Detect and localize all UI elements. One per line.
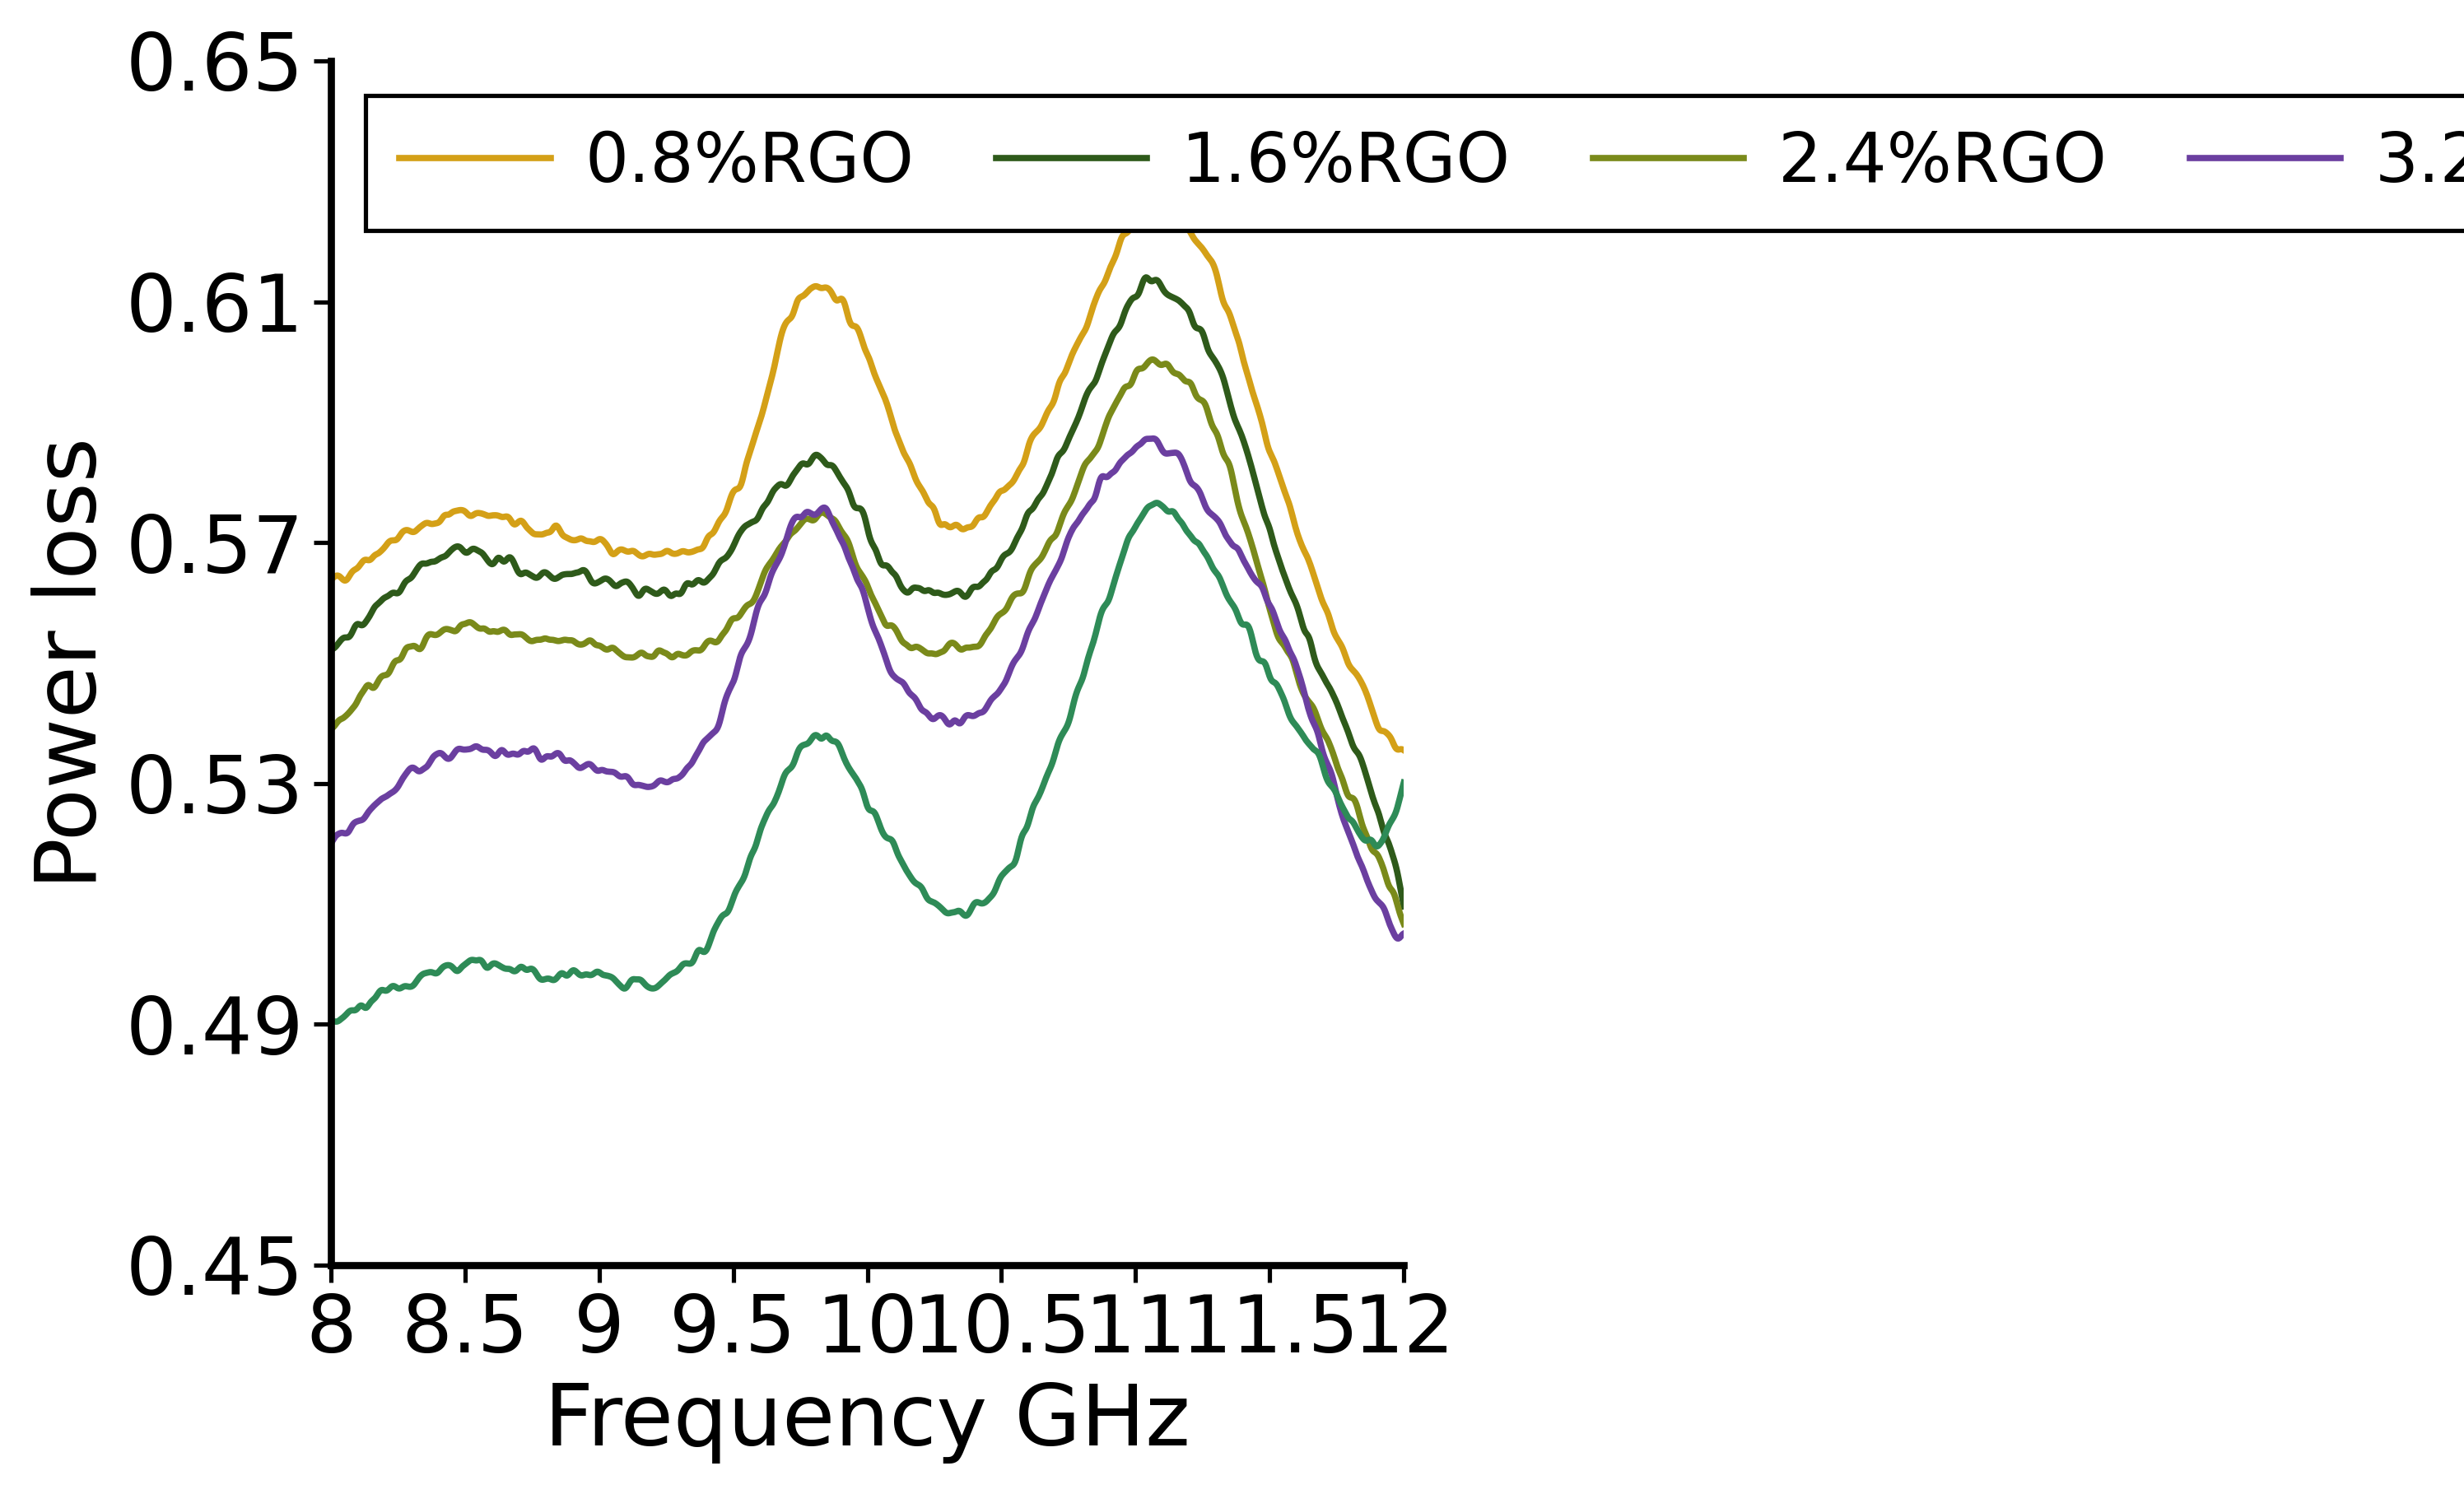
0.8%RGO: [749, 394, 779, 412]
1.6%RGO: [749, 496, 779, 514]
X-axis label: Frequency GHz: Frequency GHz: [545, 1380, 1190, 1463]
4%RGO: [1153, 502, 1183, 520]
3.2%RGO: [1138, 430, 1168, 448]
0.8%RGO: [426, 512, 456, 530]
2.4%RGO: [1138, 351, 1168, 369]
4%RGO: [426, 961, 456, 979]
4%RGO: [749, 810, 779, 828]
Line: 0.8%RGO: 0.8%RGO: [330, 199, 1404, 750]
0.8%RGO: [1138, 190, 1168, 208]
Y-axis label: Power loss: Power loss: [32, 436, 113, 889]
Line: 4%RGO: 4%RGO: [330, 503, 1404, 1022]
3.2%RGO: [1385, 929, 1414, 947]
4%RGO: [1052, 716, 1082, 734]
1.6%RGO: [315, 641, 345, 659]
0.8%RGO: [1153, 202, 1183, 220]
1.6%RGO: [1390, 898, 1419, 916]
3.2%RGO: [1052, 530, 1082, 548]
1.6%RGO: [1153, 287, 1183, 305]
4%RGO: [788, 737, 818, 754]
0.8%RGO: [1390, 741, 1419, 759]
Line: 3.2%RGO: 3.2%RGO: [330, 439, 1404, 938]
2.4%RGO: [749, 563, 779, 581]
3.2%RGO: [1173, 466, 1202, 484]
3.2%RGO: [315, 834, 345, 852]
3.2%RGO: [788, 506, 818, 524]
4%RGO: [1173, 523, 1202, 541]
3.2%RGO: [1390, 925, 1419, 943]
2.4%RGO: [1153, 357, 1183, 375]
1.6%RGO: [1052, 433, 1082, 451]
0.8%RGO: [315, 571, 345, 589]
Legend: 0.8%RGO, 1.6%RGO, 2.4%RGO, 3.2%RGO, 4%RGO: 0.8%RGO, 1.6%RGO, 2.4%RGO, 3.2%RGO, 4%RG…: [365, 96, 2464, 230]
4%RGO: [315, 1013, 345, 1031]
4%RGO: [1141, 495, 1170, 512]
3.2%RGO: [749, 586, 779, 604]
0.8%RGO: [1052, 357, 1082, 375]
2.4%RGO: [1173, 372, 1202, 390]
2.4%RGO: [1390, 914, 1419, 932]
4%RGO: [1390, 774, 1419, 792]
1.6%RGO: [1173, 300, 1202, 318]
2.4%RGO: [426, 623, 456, 641]
2.4%RGO: [315, 720, 345, 738]
1.6%RGO: [1131, 269, 1161, 287]
1.6%RGO: [788, 454, 818, 472]
Line: 2.4%RGO: 2.4%RGO: [330, 360, 1404, 923]
2.4%RGO: [1052, 498, 1082, 515]
0.8%RGO: [1173, 220, 1202, 238]
3.2%RGO: [426, 744, 456, 762]
1.6%RGO: [426, 550, 456, 568]
3.2%RGO: [1153, 444, 1183, 462]
Line: 1.6%RGO: 1.6%RGO: [330, 278, 1404, 907]
0.8%RGO: [788, 287, 818, 305]
2.4%RGO: [788, 511, 818, 529]
